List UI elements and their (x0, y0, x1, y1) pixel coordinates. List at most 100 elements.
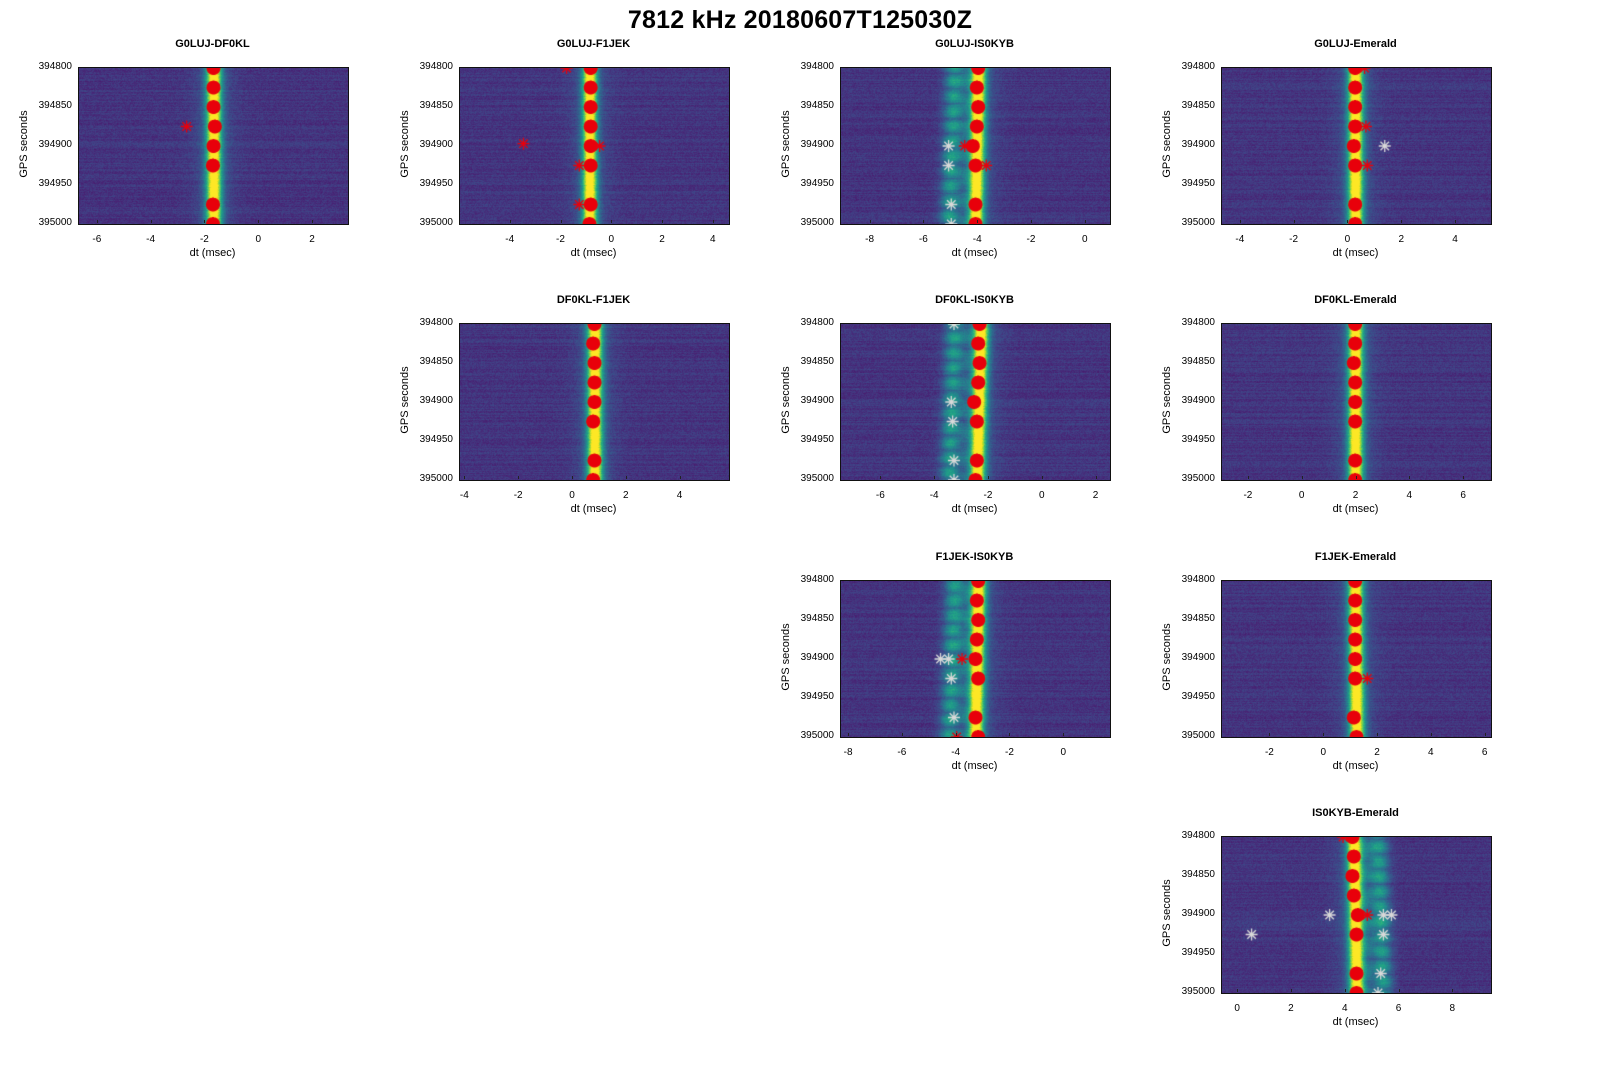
x-tick-mark (1269, 733, 1271, 736)
x-axis-label: dt (msec) (1332, 760, 1379, 772)
x-tick-mark (901, 733, 903, 736)
y-tick-label: 395000 (800, 217, 834, 228)
x-tick-mark (1455, 220, 1457, 223)
figure-title: 7812 kHz 20180607T125030Z (627, 6, 973, 34)
x-tick-mark (625, 476, 627, 479)
x-tick-mark (923, 220, 925, 223)
heatmap-axes (459, 323, 730, 481)
y-tick-label: 394800 (1181, 317, 1215, 328)
y-axis-label: GPS seconds (780, 623, 792, 691)
y-tick-label: 395000 (800, 730, 834, 741)
x-tick-mark (1401, 220, 1403, 223)
heatmap-axes (1221, 580, 1492, 738)
x-tick-label: 4 (676, 490, 683, 501)
x-tick-mark (96, 220, 98, 223)
x-tick-mark (312, 220, 314, 223)
y-tick-label: 394950 (800, 434, 834, 445)
x-tick-label: -4 (929, 490, 939, 501)
x-tick-label: -2 (983, 490, 993, 501)
x-tick-mark (1084, 220, 1086, 223)
heatmap-axes (840, 67, 1111, 225)
x-axis-label: dt (msec) (1332, 503, 1379, 515)
x-tick-label: 0 (1060, 747, 1067, 758)
heatmap-canvas (79, 68, 348, 224)
heatmap-axes (1221, 836, 1492, 994)
x-tick-mark (611, 220, 613, 223)
y-axis-label: GPS seconds (399, 366, 411, 434)
y-tick-label: 394850 (800, 100, 834, 111)
x-tick-label: -8 (843, 747, 853, 758)
x-tick-mark (1290, 989, 1292, 992)
y-tick-label: 394800 (1181, 830, 1215, 841)
x-tick-mark (1237, 989, 1239, 992)
y-tick-label: 394850 (1181, 356, 1215, 367)
x-tick-label: 0 (1038, 490, 1045, 501)
x-tick-mark (1484, 733, 1486, 736)
y-tick-label: 395000 (800, 473, 834, 484)
y-tick-label: 394850 (1181, 100, 1215, 111)
y-tick-label: 394800 (419, 61, 453, 72)
x-tick-mark (1323, 733, 1325, 736)
x-axis-label: dt (msec) (951, 247, 998, 259)
subplot-title: G0LUJ-IS0KYB (935, 38, 1014, 50)
x-tick-label: -2 (1026, 234, 1036, 245)
heatmap-canvas (841, 324, 1110, 480)
y-tick-label: 394900 (800, 395, 834, 406)
heatmap-canvas (841, 68, 1110, 224)
x-tick-mark (1409, 476, 1411, 479)
x-axis-label: dt (msec) (570, 503, 617, 515)
x-tick-mark (1347, 220, 1349, 223)
x-tick-label: 0 (255, 234, 261, 245)
y-tick-label: 394950 (419, 178, 453, 189)
y-tick-label: 394950 (419, 434, 453, 445)
y-axis-label: GPS seconds (1161, 366, 1173, 434)
y-tick-label: 394950 (1181, 691, 1215, 702)
y-axis-label: GPS seconds (399, 110, 411, 178)
heatmap-axes (1221, 67, 1492, 225)
y-axis-label: GPS seconds (780, 366, 792, 434)
subplot-title: F1JEK-IS0KYB (935, 551, 1014, 563)
subplot-title: DF0KL-Emerald (1314, 294, 1397, 306)
y-tick-label: 394900 (38, 139, 72, 150)
x-tick-label: -6 (897, 747, 907, 758)
x-tick-mark (955, 733, 957, 736)
x-tick-mark (518, 476, 520, 479)
y-tick-label: 394850 (800, 356, 834, 367)
x-tick-mark (571, 476, 573, 479)
x-tick-mark (464, 476, 466, 479)
x-tick-mark (1009, 733, 1011, 736)
x-tick-mark (509, 220, 511, 223)
x-tick-mark (1041, 476, 1043, 479)
x-tick-label: -4 (146, 234, 156, 245)
heatmap-axes (840, 323, 1111, 481)
x-tick-mark (1430, 733, 1432, 736)
x-tick-label: 0 (1234, 1003, 1240, 1014)
x-tick-label: 0 (569, 490, 575, 501)
x-tick-mark (880, 476, 882, 479)
x-tick-mark (977, 220, 979, 223)
x-tick-label: 2 (1092, 490, 1099, 501)
x-tick-mark (712, 220, 714, 223)
y-tick-label: 394850 (419, 100, 453, 111)
x-tick-label: 2 (659, 234, 665, 245)
x-tick-mark (204, 220, 206, 223)
x-tick-label: 4 (1452, 234, 1458, 245)
x-tick-mark (1239, 220, 1241, 223)
y-tick-label: 394850 (1181, 613, 1215, 624)
x-tick-mark (150, 220, 152, 223)
x-tick-mark (1377, 733, 1379, 736)
x-tick-label: -8 (865, 234, 875, 245)
y-tick-label: 394850 (1181, 869, 1215, 880)
y-axis-label: GPS seconds (1161, 879, 1173, 947)
x-tick-label: 0 (1320, 747, 1326, 758)
subplot-title: G0LUJ-F1JEK (556, 38, 631, 50)
heatmap-axes (459, 67, 730, 225)
y-tick-label: 395000 (419, 217, 453, 228)
x-tick-label: 0 (1082, 234, 1088, 245)
x-tick-label: -2 (1289, 234, 1299, 245)
x-tick-mark (1063, 733, 1065, 736)
x-tick-label: 4 (709, 234, 716, 245)
heatmap-canvas (1222, 837, 1491, 993)
y-tick-label: 394900 (419, 139, 453, 150)
y-tick-label: 394800 (800, 317, 834, 328)
